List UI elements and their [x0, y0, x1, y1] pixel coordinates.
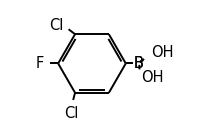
Text: B: B — [134, 56, 144, 71]
Text: OH: OH — [141, 70, 163, 85]
Text: OH: OH — [151, 45, 173, 60]
Text: Cl: Cl — [64, 106, 79, 121]
Text: Cl: Cl — [49, 18, 63, 33]
Text: B: B — [134, 56, 144, 71]
Text: F: F — [35, 56, 44, 71]
